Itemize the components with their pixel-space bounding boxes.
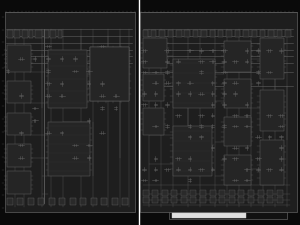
Bar	[142, 30, 148, 37]
Bar	[122, 198, 128, 205]
Bar	[190, 190, 196, 196]
Bar	[224, 79, 250, 108]
Bar	[200, 197, 206, 202]
Bar	[162, 190, 168, 196]
Bar	[260, 30, 266, 37]
Bar	[201, 30, 207, 37]
Bar	[70, 198, 76, 205]
Bar	[112, 198, 118, 205]
Bar	[80, 198, 86, 205]
Bar	[4, 12, 135, 211]
Bar	[142, 190, 148, 196]
Bar	[267, 197, 273, 202]
Bar	[260, 140, 284, 184]
Bar	[48, 122, 90, 176]
Bar	[235, 30, 240, 37]
Bar	[184, 30, 190, 37]
Bar	[172, 213, 246, 218]
Bar	[277, 197, 283, 202]
Bar	[38, 198, 44, 205]
Bar	[152, 197, 158, 202]
Bar	[48, 50, 87, 108]
Bar	[90, 47, 129, 101]
Bar	[140, 12, 297, 211]
Bar	[28, 198, 34, 205]
Bar	[7, 144, 31, 166]
Bar	[267, 190, 273, 196]
Bar	[243, 30, 249, 37]
Bar	[260, 90, 284, 130]
Bar	[7, 30, 13, 38]
Bar	[171, 197, 177, 202]
Bar	[152, 190, 158, 196]
Bar	[90, 47, 129, 101]
Bar	[210, 197, 216, 202]
Bar	[44, 30, 49, 38]
Bar	[258, 197, 264, 202]
Bar	[176, 30, 182, 37]
Bar	[172, 58, 214, 108]
Bar	[7, 171, 31, 194]
Bar	[171, 190, 177, 196]
Bar	[219, 197, 225, 202]
Bar	[277, 30, 282, 37]
Bar	[7, 112, 31, 135]
Bar	[226, 30, 232, 37]
Bar	[22, 30, 28, 38]
Bar	[50, 30, 56, 38]
Bar	[200, 190, 206, 196]
Bar	[142, 38, 167, 68]
Bar	[142, 108, 164, 135]
Bar	[238, 197, 244, 202]
Bar	[218, 30, 224, 37]
Bar	[224, 117, 250, 146]
Bar	[7, 81, 31, 104]
Bar	[34, 30, 42, 38]
Bar	[142, 197, 148, 202]
Bar	[210, 30, 215, 37]
Bar	[7, 45, 31, 72]
Bar	[210, 190, 216, 196]
Bar	[159, 30, 165, 37]
Bar	[193, 30, 198, 37]
Bar	[260, 38, 284, 79]
Bar	[248, 197, 254, 202]
Bar	[277, 190, 283, 196]
Bar	[248, 190, 254, 196]
Bar	[238, 190, 244, 196]
Bar	[151, 30, 156, 37]
Bar	[224, 40, 250, 72]
Bar	[49, 198, 55, 205]
Bar	[101, 198, 107, 205]
Bar	[29, 30, 33, 38]
Bar	[91, 198, 97, 205]
Bar	[14, 30, 20, 38]
Bar	[142, 74, 164, 101]
Bar	[229, 197, 235, 202]
Bar	[172, 126, 212, 176]
Bar	[162, 197, 168, 202]
Bar	[17, 198, 23, 205]
Bar	[168, 30, 173, 37]
Bar	[285, 30, 291, 37]
Bar	[59, 198, 65, 205]
Bar	[169, 212, 286, 219]
Bar	[7, 198, 13, 205]
Bar	[268, 30, 274, 37]
Bar	[58, 30, 62, 38]
Bar	[181, 190, 187, 196]
Bar	[229, 190, 235, 196]
Bar	[190, 197, 196, 202]
Bar	[219, 190, 225, 196]
Bar	[258, 190, 264, 196]
Bar	[252, 30, 257, 37]
Bar	[181, 197, 187, 202]
Bar	[224, 155, 250, 184]
